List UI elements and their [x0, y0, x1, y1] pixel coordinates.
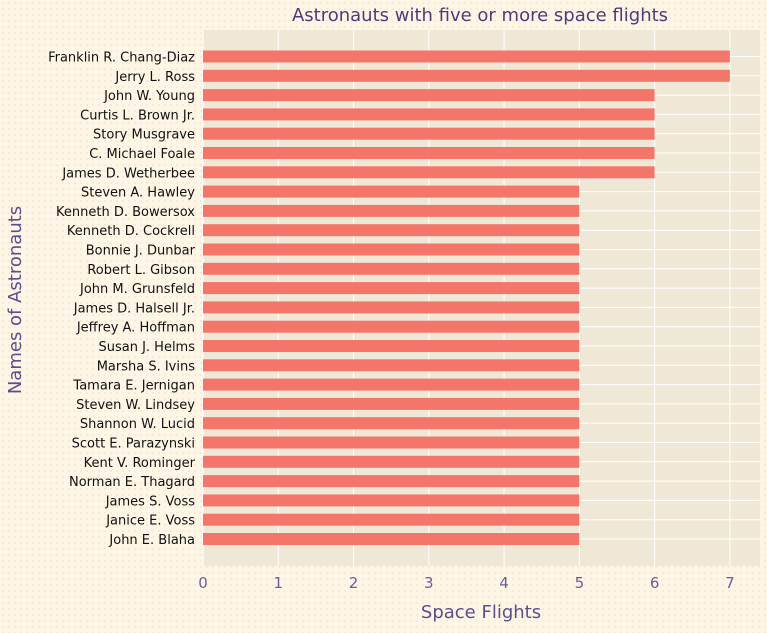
- bar: [203, 127, 655, 140]
- bar: [203, 359, 580, 372]
- x-tick-label: 2: [349, 574, 359, 592]
- y-tick-label: C. Michael Foale: [89, 147, 195, 162]
- bar: [203, 320, 580, 333]
- bar: [203, 475, 580, 488]
- bar: [203, 262, 580, 275]
- y-tick-label: Tamara E. Jernigan: [72, 379, 195, 394]
- y-tick-label: Scott E. Parazynski: [72, 437, 195, 452]
- y-tick-label: Steven A. Hawley: [81, 186, 195, 201]
- y-tick-label: John E. Blaha: [108, 533, 195, 548]
- bar: [203, 436, 580, 449]
- y-tick-label: Jerry L. Ross: [114, 70, 195, 85]
- y-tick-label: John M. Grunsfeld: [79, 282, 195, 297]
- bar: [203, 185, 580, 198]
- bar: [203, 455, 580, 468]
- chart-title: Astronauts with five or more space fligh…: [292, 5, 668, 26]
- x-tick-label: 4: [499, 574, 509, 592]
- x-tick-labels: 0 1 2 3 4 5 6 7: [198, 574, 734, 592]
- y-tick-label: John W. Young: [103, 89, 195, 104]
- bar: [203, 340, 580, 352]
- bar: [203, 533, 580, 545]
- y-tick-label: James S. Voss: [105, 494, 195, 509]
- bar: [203, 166, 655, 179]
- y-tick-label: Jeffrey A. Hoffman: [76, 321, 195, 336]
- y-tick-label: Robert L. Gibson: [87, 263, 195, 278]
- y-tick-label: Marsha S. Ivins: [97, 359, 196, 374]
- y-tick-label: Shannon W. Lucid: [80, 417, 195, 432]
- y-tick-label: Janice E. Voss: [105, 514, 195, 529]
- x-tick-label: 6: [650, 574, 660, 592]
- y-tick-label: Steven W. Lindsey: [76, 398, 195, 413]
- y-tick-label: Susan J. Helms: [98, 340, 195, 355]
- y-tick-labels: Franklin R. Chang-Diaz Jerry L. Ross John …: [48, 51, 196, 549]
- x-tick-label: 3: [424, 574, 434, 592]
- bar: [203, 494, 580, 507]
- bar: [203, 108, 655, 121]
- y-tick-label: James D. Halsell Jr.: [73, 301, 195, 316]
- bar: [203, 50, 730, 63]
- y-tick-label: Curtis L. Brown Jr.: [80, 108, 195, 123]
- x-axis-label: Space Flights: [421, 602, 541, 623]
- x-tick-label: 0: [198, 574, 208, 592]
- bar: [203, 378, 580, 391]
- y-tick-label: Kent V. Rominger: [84, 456, 196, 471]
- bar: [203, 224, 580, 237]
- bar: [203, 243, 580, 256]
- bar: [203, 397, 580, 410]
- bar: [203, 147, 655, 159]
- y-tick-label: Bonnie J. Dunbar: [86, 244, 196, 259]
- y-tick-label: James D. Wetherbee: [61, 166, 195, 181]
- bar: [203, 204, 580, 217]
- y-axis-label: Names of Astronauts: [5, 206, 26, 394]
- bar: [203, 89, 655, 102]
- bar: [203, 417, 580, 430]
- x-tick-label: 1: [273, 574, 283, 592]
- y-tick-label: Kenneth D. Bowersox: [56, 205, 195, 220]
- y-tick-label: Kenneth D. Cockrell: [67, 224, 195, 239]
- y-tick-label: Story Musgrave: [93, 128, 195, 143]
- y-tick-label: Franklin R. Chang-Diaz: [48, 51, 195, 66]
- bars: [203, 50, 730, 545]
- x-tick-label: 7: [725, 574, 735, 592]
- bar: [203, 301, 580, 314]
- bar: [203, 282, 580, 295]
- bar: [203, 513, 580, 526]
- x-tick-label: 5: [575, 574, 585, 592]
- y-tick-label: Norman E. Thagard: [69, 475, 195, 490]
- bar: [203, 69, 730, 82]
